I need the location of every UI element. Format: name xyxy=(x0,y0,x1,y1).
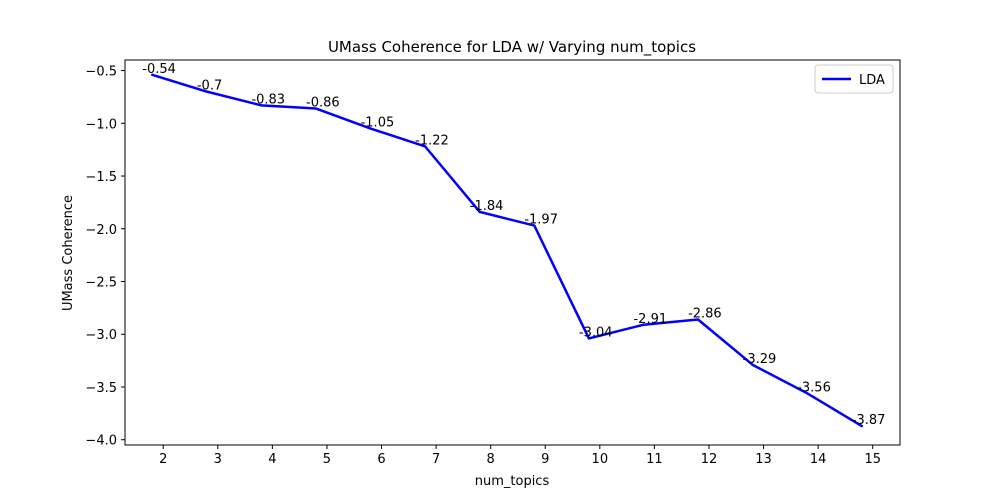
y-axis-label: UMass Coherence xyxy=(61,195,76,311)
data-label: -1.97 xyxy=(524,213,558,228)
x-tick-label: 2 xyxy=(159,452,167,467)
y-tick-label: −2.0 xyxy=(85,223,117,238)
chart-title: UMass Coherence for LDA w/ Varying num_t… xyxy=(328,38,696,57)
x-tick-label: 5 xyxy=(323,452,331,467)
data-label: -0.86 xyxy=(306,96,340,111)
x-tick-label: 14 xyxy=(810,452,827,467)
y-tick-label: −1.5 xyxy=(85,170,117,185)
data-label: -0.83 xyxy=(251,92,285,107)
data-label: -0.54 xyxy=(142,62,176,77)
x-axis-label: num_topics xyxy=(475,474,550,489)
x-tick-label: 13 xyxy=(755,452,772,467)
data-label: -2.91 xyxy=(633,312,667,327)
y-tick-label: −2.5 xyxy=(85,276,117,291)
data-label: -1.84 xyxy=(470,199,504,214)
x-tick-label: 3 xyxy=(214,452,222,467)
y-tick-label: −1.0 xyxy=(85,117,117,132)
x-tick-label: 8 xyxy=(487,452,495,467)
data-labels: -0.54 -0.7 -0.83 -0.86 -1.05 -1.22 -1.84 -1.97 -… xyxy=(142,62,885,428)
x-tick-label: 15 xyxy=(864,452,881,467)
x-tick-label: 4 xyxy=(268,452,276,467)
x-tick-label: 12 xyxy=(701,452,718,467)
data-label: -3.29 xyxy=(743,352,777,367)
y-tick-label: −0.5 xyxy=(85,65,117,80)
legend: LDA xyxy=(814,64,894,94)
x-tick-label: 9 xyxy=(541,452,549,467)
data-label: -3.04 xyxy=(579,325,613,340)
series-line-lda xyxy=(151,73,864,428)
data-label: -1.05 xyxy=(361,116,395,131)
y-tick-label: −4.0 xyxy=(85,434,117,449)
data-label: -1.22 xyxy=(415,133,449,148)
data-label: -3.56 xyxy=(797,380,831,395)
data-label: -2.86 xyxy=(688,306,722,321)
x-tick-label: 10 xyxy=(592,452,609,467)
data-label: -3.87 xyxy=(852,413,886,428)
series-layer xyxy=(151,73,864,428)
plot-area xyxy=(124,59,901,446)
x-tick-label: 6 xyxy=(377,452,385,467)
y-tick-label: −3.0 xyxy=(85,328,117,343)
x-tick-label: 7 xyxy=(432,452,440,467)
legend-box xyxy=(814,64,894,94)
data-label: -0.7 xyxy=(197,79,222,94)
axes: 2 3 4 5 6 7 8 9 10 11 12 13 14 15 −4.0 −3.5 −3.0 −2.5 −2.0… xyxy=(85,59,901,467)
y-tick-label: −3.5 xyxy=(85,381,117,396)
legend-label: LDA xyxy=(859,73,885,88)
x-tick-label: 11 xyxy=(646,452,663,467)
